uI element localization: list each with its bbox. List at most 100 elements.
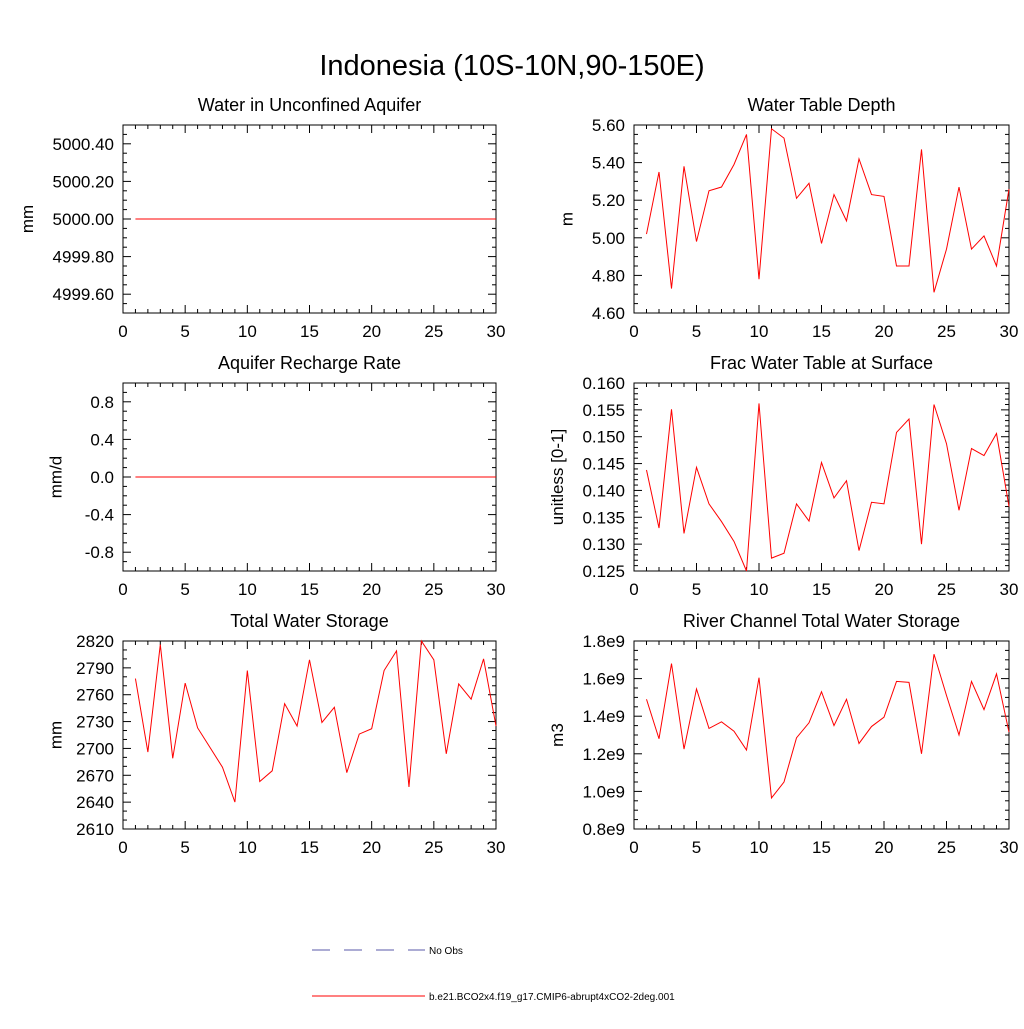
x-tick-label: 15 xyxy=(812,322,831,341)
panel-title: Frac Water Table at Surface xyxy=(710,353,933,373)
x-tick-label: 10 xyxy=(750,322,769,341)
x-tick-label: 20 xyxy=(362,322,381,341)
y-tick-label: -0.4 xyxy=(85,506,114,525)
legend-label-no-obs: No Obs xyxy=(429,946,463,957)
x-tick-label: 30 xyxy=(1000,580,1019,599)
y-tick-label: 2640 xyxy=(76,793,114,812)
x-tick-label: 10 xyxy=(238,580,257,599)
y-tick-label: 0.135 xyxy=(582,508,625,527)
x-tick-label: 25 xyxy=(937,580,956,599)
x-tick-label: 25 xyxy=(937,322,956,341)
x-tick-label: 0 xyxy=(118,838,127,857)
y-tick-label: 0.8 xyxy=(90,393,114,412)
x-tick-label: 10 xyxy=(238,322,257,341)
tick-marks xyxy=(633,640,1010,830)
x-tick-label: 25 xyxy=(424,580,443,599)
x-tick-label: 10 xyxy=(750,838,769,857)
y-tick-label: 2610 xyxy=(76,820,114,839)
tick-marks xyxy=(633,124,1010,314)
x-tick-label: 30 xyxy=(487,322,506,341)
tick-marks xyxy=(122,124,497,314)
legend: No Obs b.e21.BCO2x4.f19_g17.CMIP6-abrupt… xyxy=(312,946,675,1003)
y-tick-label: 0.130 xyxy=(582,535,625,554)
y-tick-label: 4999.80 xyxy=(53,248,114,267)
y-axis-label: unitless [0-1] xyxy=(548,429,567,525)
y-tick-label: -0.8 xyxy=(85,543,114,562)
x-tick-label: 30 xyxy=(487,580,506,599)
x-tick-label: 5 xyxy=(692,838,701,857)
y-tick-label: 2670 xyxy=(76,766,114,785)
x-tick-label: 0 xyxy=(629,322,638,341)
tick-marks xyxy=(122,382,497,572)
x-tick-label: 20 xyxy=(875,580,894,599)
y-tick-label: 1.6e9 xyxy=(582,670,625,689)
x-tick-label: 15 xyxy=(300,580,319,599)
y-tick-label: 2730 xyxy=(76,713,114,732)
x-tick-label: 30 xyxy=(487,838,506,857)
x-tick-label: 20 xyxy=(362,838,381,857)
plot-frame xyxy=(633,640,1010,830)
y-tick-label: 5.00 xyxy=(592,229,625,248)
y-tick-label: 4.60 xyxy=(592,304,625,323)
y-tick-label: 5000.00 xyxy=(53,210,114,229)
y-tick-label: 2760 xyxy=(76,686,114,705)
y-tick-label: 2790 xyxy=(76,659,114,678)
y-tick-label: 0.125 xyxy=(582,562,625,581)
x-tick-label: 10 xyxy=(750,580,769,599)
x-tick-label: 15 xyxy=(300,322,319,341)
x-tick-label: 10 xyxy=(238,838,257,857)
x-tick-label: 15 xyxy=(300,838,319,857)
x-tick-label: 25 xyxy=(937,838,956,857)
y-axis-label: m3 xyxy=(548,723,567,747)
x-tick-label: 30 xyxy=(1000,838,1019,857)
x-tick-label: 0 xyxy=(629,838,638,857)
x-tick-label: 20 xyxy=(875,838,894,857)
x-tick-label: 0 xyxy=(118,322,127,341)
y-tick-label: 1.4e9 xyxy=(582,707,625,726)
y-tick-label: 0.155 xyxy=(582,401,625,420)
y-tick-label: 1.8e9 xyxy=(582,632,625,651)
panels: Water in Unconfined Aquifer 0 5 10 15 20 25 30 4… xyxy=(18,95,1019,857)
y-tick-label: 1.2e9 xyxy=(582,745,625,764)
x-tick-label: 20 xyxy=(875,322,894,341)
panel-2: Water Table Depth 0 5 10 15 20 25 30 4.60 4.80 5.0… xyxy=(558,95,1019,341)
figure-title: Indonesia (10S-10N,90-150E) xyxy=(319,50,704,82)
y-tick-label: 2700 xyxy=(76,739,114,758)
x-tick-label: 5 xyxy=(692,580,701,599)
x-tick-label: 15 xyxy=(812,580,831,599)
panel-5: Total Water Storage 0 5 10 15 20 25 30 2610 2640 2… xyxy=(47,611,506,857)
series-line xyxy=(646,127,1010,293)
y-axis-label: m xyxy=(558,212,577,226)
y-tick-label: 0.140 xyxy=(582,481,625,500)
y-tick-label: 5000.40 xyxy=(53,135,114,154)
panel-6: River Channel Total Water Storage 0 5 10 15 2… xyxy=(548,611,1018,857)
x-tick-label: 30 xyxy=(1000,322,1019,341)
y-tick-label: 0.150 xyxy=(582,428,625,447)
series-line xyxy=(646,654,1010,800)
x-tick-label: 5 xyxy=(180,838,189,857)
y-tick-label: 1.0e9 xyxy=(582,782,625,801)
tick-marks xyxy=(633,382,1010,572)
y-tick-label: 2820 xyxy=(76,632,114,651)
panel-title: Aquifer Recharge Rate xyxy=(218,353,401,373)
plot-frame xyxy=(122,640,497,830)
series-line xyxy=(646,403,1010,572)
y-tick-label: 5.40 xyxy=(592,154,625,173)
panel-title: Total Water Storage xyxy=(230,611,388,631)
y-tick-label: 5000.20 xyxy=(53,172,114,191)
panel-3: Aquifer Recharge Rate 0 5 10 15 20 25 30 -0.8 -0.… xyxy=(47,353,506,599)
x-tick-label: 20 xyxy=(362,580,381,599)
panel-title: Water in Unconfined Aquifer xyxy=(198,95,421,115)
y-tick-label: 0.0 xyxy=(90,468,114,487)
y-tick-label: 0.145 xyxy=(582,455,625,474)
x-tick-label: 5 xyxy=(180,580,189,599)
series-line xyxy=(134,639,497,803)
y-tick-label: 5.20 xyxy=(592,191,625,210)
y-tick-label: 4.80 xyxy=(592,266,625,285)
y-tick-label: 5.60 xyxy=(592,116,625,135)
y-axis-label: mm/d xyxy=(47,456,66,499)
x-tick-label: 25 xyxy=(424,838,443,857)
panel-4: Frac Water Table at Surface 0 5 10 15 20 25 30 0… xyxy=(548,353,1018,599)
